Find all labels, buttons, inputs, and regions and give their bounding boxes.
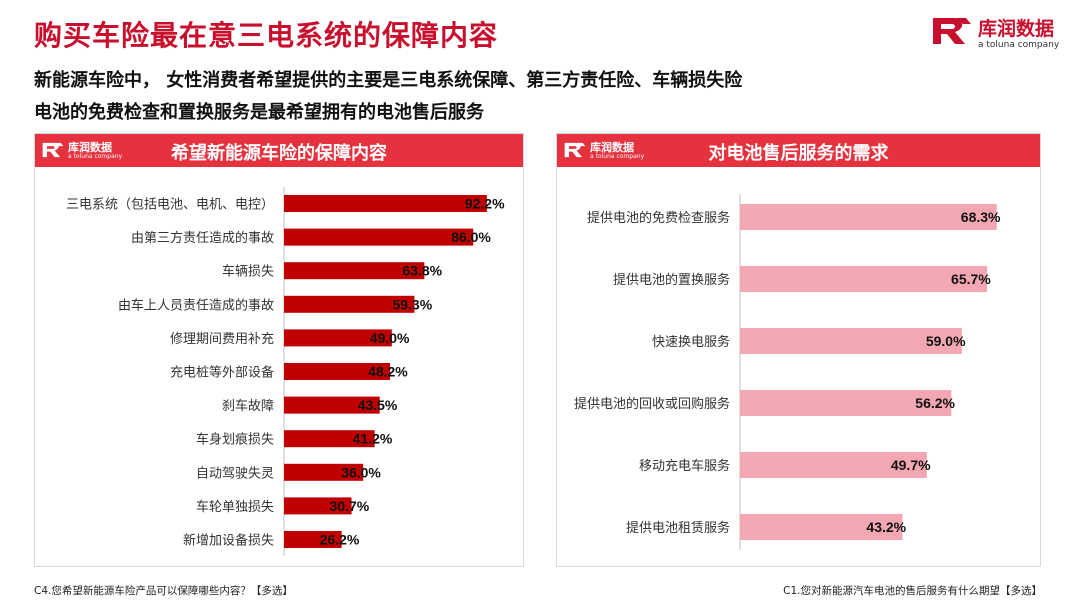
category-label: 修理期间费用补充 [170,331,274,347]
value-label: 43.5% [358,397,398,413]
category-label: 充电桩等外部设备 [170,365,274,381]
bar [740,204,997,230]
r-logo-icon [564,142,586,158]
value-label: 56.2% [915,395,955,411]
right-panel-logo-name: 库润数据 [590,141,634,154]
bar [284,497,352,515]
category-label: 提供电池的回收或回购服务 [574,396,730,412]
category-label: 提供电池租赁服务 [626,520,730,536]
bar [284,228,474,246]
brand-logo: 库润数据 a toluna company [930,14,1060,54]
headline-line-2: 电池的免费检查和置换服务是最希望拥有的电池售后服务 [34,102,484,123]
value-label: 30.7% [330,498,370,514]
bar [740,514,903,540]
category-label: 新增加设备损失 [183,533,274,549]
right-chart-panel: 库润数据 a toluna company 对电池售后服务的需求 提供电池的免费… [556,133,1041,567]
value-label: 26.2% [320,532,360,548]
category-label: 快速换电服务 [652,334,730,350]
bar [284,262,425,280]
category-label: 由车上人员责任造成的事故 [118,297,274,313]
left-panel-title: 希望新能源车险的保障内容 [171,143,387,164]
bar [284,396,380,414]
category-label: 刹车故障 [222,398,274,414]
left-footnote: C4.您希望新能源车险产品可以保障哪些内容？【多选】 [34,585,293,597]
left-panel-logo: 库润数据 a toluna company [41,139,131,163]
category-label: 由第三方责任造成的事故 [131,230,274,246]
value-label: 48.2% [368,364,408,380]
bar [284,531,342,548]
value-label: 49.7% [891,457,931,473]
category-label: 三电系统（包括电池、电机、电控） [66,198,274,213]
value-label: 65.7% [951,271,991,287]
bar [740,390,952,416]
left-panel-header: 库润数据 a toluna company 希望新能源车险的保障内容 [35,134,523,167]
bar [284,363,391,380]
value-label: 41.2% [353,431,393,447]
logo-name: 库润数据 [978,18,1055,40]
category-label: 车辆损失 [222,264,274,280]
left-chart-panel: 库润数据 a toluna company 希望新能源车险的保障内容 三电系统（… [34,133,524,567]
bar [284,295,415,313]
bar [284,195,487,212]
value-label: 59.0% [926,333,966,349]
page-title: 购买车险最在意三电系统的保障内容 [34,19,499,52]
category-label: 车身划痕损失 [196,432,274,448]
bar [284,430,375,448]
bar [284,463,364,481]
category-label: 移动充电车服务 [639,458,730,474]
value-label: 36.0% [341,464,381,480]
value-label: 63.8% [402,263,442,279]
right-panel-logo-sub: a toluna company [590,153,645,160]
category-label: 提供电池的免费检查服务 [587,210,730,226]
right-footnote: C1.您对新能源汽车电池的售后服务有什么期望【多选】 [783,585,1042,597]
r-logo-icon [933,18,971,44]
headline-line-1: 新能源车险中， 女性消费者希望提供的主要是三电系统保障、第三方责任险、车辆损失险 [34,70,743,91]
left-bar-chart: 三电系统（包括电池、电机、电控） 92.2% 由第三方责任造成的事故 86.0% 车辆损… [66,187,505,556]
value-label: 92.2% [465,196,505,212]
value-label: 68.3% [961,209,1001,225]
right-panel-title: 对电池售后服务的需求 [708,143,889,164]
bar [740,452,927,478]
right-panel-logo: 库润数据 a toluna company [563,139,653,163]
value-label: 43.2% [866,519,906,535]
value-label: 59.3% [392,296,432,312]
bar [284,329,392,347]
left-panel-logo-sub: a toluna company [68,153,123,160]
logo-subtitle: a toluna company [978,40,1060,50]
left-panel-logo-name: 库润数据 [68,141,112,154]
right-panel-header: 库润数据 a toluna company 对电池售后服务的需求 [557,134,1040,167]
bar [740,266,988,292]
value-label: 49.0% [370,330,410,346]
right-bar-chart: 提供电池的免费检查服务 68.3% 提供电池的置换服务 65.7% 快速换电服务 59.0… [574,194,1001,550]
category-label: 提供电池的置换服务 [613,272,730,288]
r-logo-icon [42,142,64,158]
value-label: 86.0% [451,229,491,245]
bar [740,328,962,354]
category-label: 车轮单独损失 [196,499,274,515]
category-label: 自动驾驶失灵 [196,466,274,481]
